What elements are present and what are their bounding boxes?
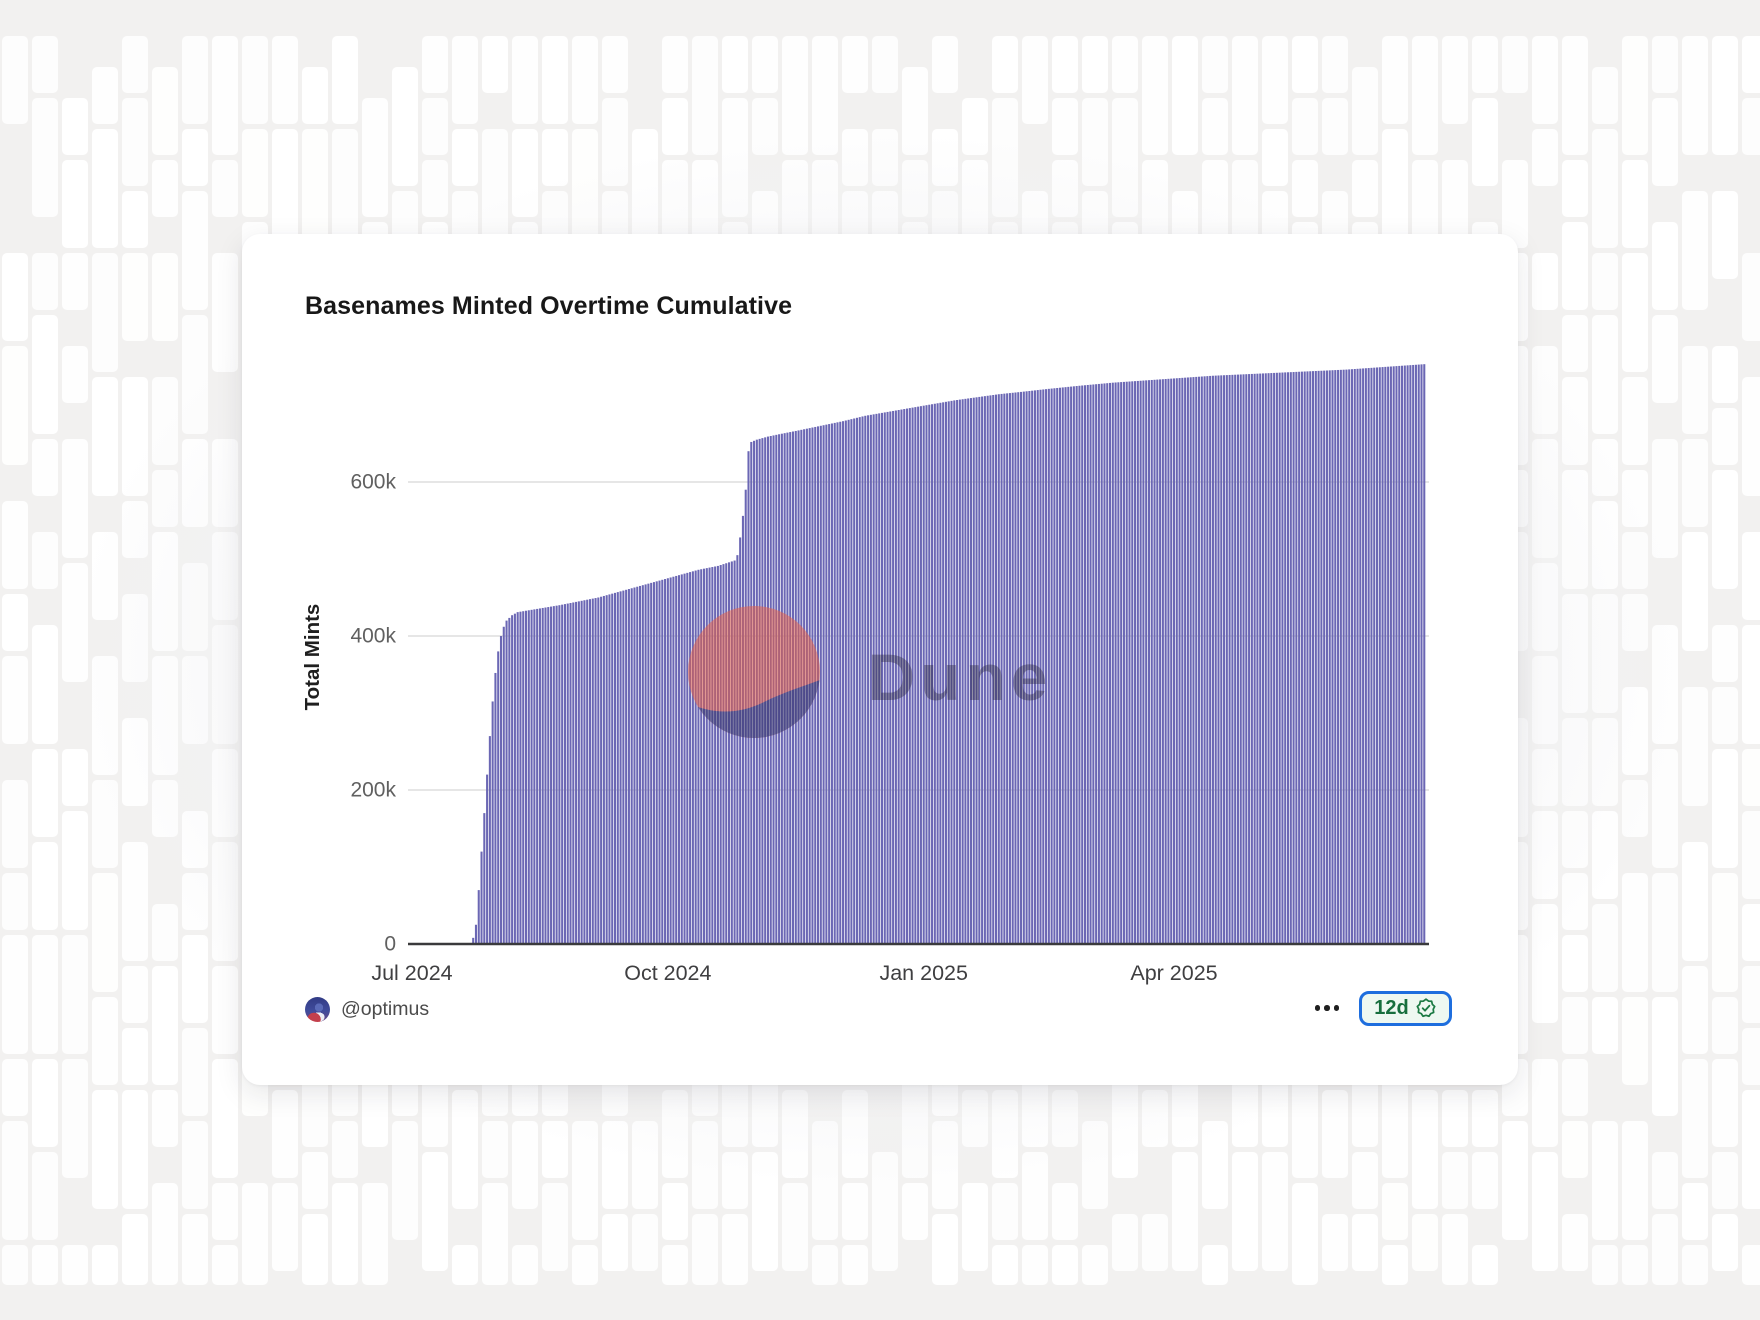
author-row: @optimus bbox=[305, 991, 429, 1027]
author-avatar[interactable] bbox=[305, 996, 330, 1022]
footer-actions: 12d bbox=[1313, 990, 1452, 1026]
dune-chart-card: 0 200k 400k 600k Jul 2024 Oct 2024 Jan 2025 Apr… bbox=[242, 234, 1518, 1085]
svg-text:Total Mints: Total Mints bbox=[301, 604, 324, 711]
more-options-button[interactable] bbox=[1313, 1001, 1342, 1015]
svg-text:Oct 2024: Oct 2024 bbox=[624, 961, 711, 985]
dune-watermark-text: Dune bbox=[868, 640, 1053, 714]
svg-text:600k: 600k bbox=[350, 471, 396, 494]
cumulative-bar-chart: 0 200k 400k 600k Jul 2024 Oct 2024 Jan 2025 Apr… bbox=[301, 364, 1429, 985]
refresh-age-label: 12d bbox=[1374, 996, 1409, 1019]
author-handle[interactable]: @optimus bbox=[341, 997, 430, 1020]
refresh-age-badge[interactable]: 12d bbox=[1359, 990, 1452, 1026]
svg-text:Jul 2024: Jul 2024 bbox=[371, 961, 452, 985]
svg-text:Apr 2025: Apr 2025 bbox=[1130, 961, 1217, 985]
svg-text:400k: 400k bbox=[350, 625, 396, 648]
svg-text:200k: 200k bbox=[350, 779, 396, 802]
ellipsis-dot bbox=[1333, 1005, 1339, 1011]
verified-seal-icon bbox=[1416, 998, 1436, 1018]
ellipsis-dot bbox=[1324, 1005, 1330, 1011]
svg-text:0: 0 bbox=[384, 933, 396, 956]
chart-title: Basenames Minted Overtime Cumulative bbox=[305, 292, 793, 320]
svg-text:Jan 2025: Jan 2025 bbox=[879, 961, 968, 985]
ellipsis-dot bbox=[1314, 1005, 1320, 1011]
